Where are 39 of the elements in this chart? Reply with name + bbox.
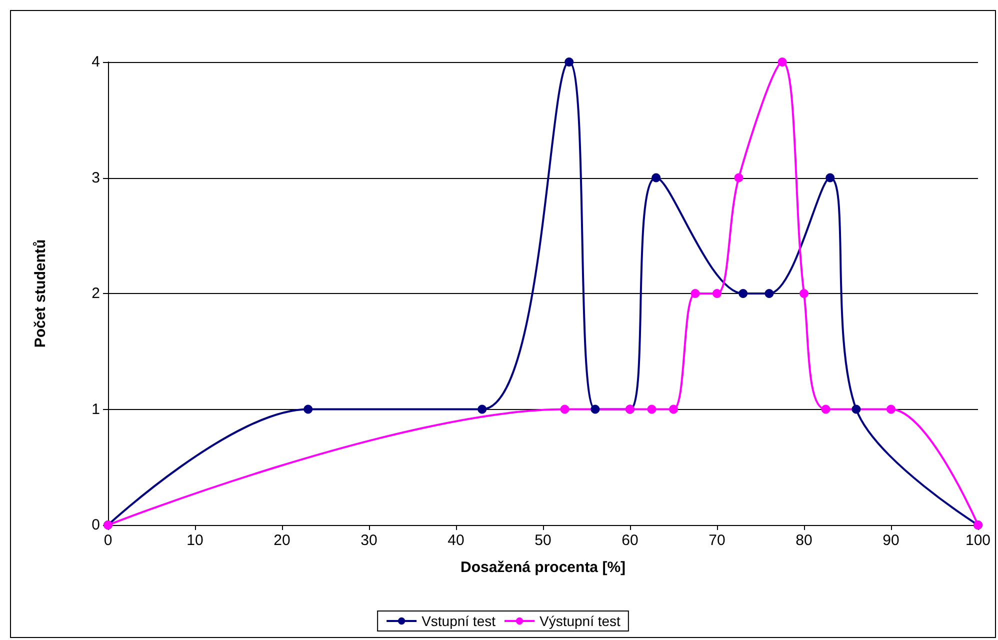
x-tick-label: 90 bbox=[882, 532, 900, 549]
x-axis-title: Dosažená procenta [%] bbox=[460, 559, 626, 576]
point bbox=[778, 58, 787, 66]
y-axis-title: Počet studentů bbox=[32, 239, 49, 348]
y-tick-label: 4 bbox=[92, 54, 100, 70]
x-tick-label: 40 bbox=[448, 532, 464, 549]
point bbox=[764, 289, 774, 298]
x-tick-label: 100 bbox=[965, 532, 991, 549]
x-tick-label: 0 bbox=[104, 532, 112, 549]
point bbox=[690, 289, 700, 298]
point bbox=[590, 404, 600, 414]
point bbox=[564, 58, 574, 66]
point bbox=[647, 404, 656, 414]
point bbox=[669, 404, 678, 414]
point bbox=[304, 404, 313, 414]
y-tick-label: 1 bbox=[92, 400, 100, 418]
y-tick-label: 3 bbox=[92, 169, 100, 186]
x-tick-label: 50 bbox=[534, 532, 552, 549]
y-tick-label: 0 bbox=[92, 516, 100, 534]
x-tick-label: 30 bbox=[360, 532, 378, 549]
point bbox=[712, 289, 722, 298]
legend-label: Výstupní test bbox=[540, 613, 621, 629]
point bbox=[478, 404, 487, 414]
point bbox=[800, 289, 808, 298]
y-tick-label: 2 bbox=[92, 285, 100, 302]
x-tick-label: 60 bbox=[622, 532, 638, 549]
point bbox=[826, 173, 835, 182]
point bbox=[852, 404, 861, 414]
point bbox=[652, 173, 661, 182]
x-tick-label: 10 bbox=[186, 532, 204, 549]
legend-label: Vstupní test bbox=[422, 613, 496, 629]
point bbox=[821, 404, 830, 414]
point bbox=[560, 404, 570, 414]
x-tick-label: 20 bbox=[274, 532, 290, 549]
point bbox=[734, 173, 744, 182]
x-tick-label: 70 bbox=[708, 532, 726, 549]
x-tick-label: 80 bbox=[796, 532, 812, 549]
point bbox=[886, 404, 896, 414]
point bbox=[738, 289, 748, 298]
